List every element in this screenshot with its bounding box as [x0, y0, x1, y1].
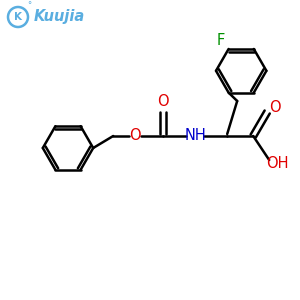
Text: F: F	[217, 34, 225, 49]
Text: K: K	[14, 12, 22, 22]
Text: NH: NH	[184, 128, 206, 143]
Text: OH: OH	[266, 157, 289, 172]
Text: °: °	[27, 2, 31, 10]
Text: O: O	[158, 94, 169, 110]
Text: Kuujia: Kuujia	[34, 10, 85, 25]
Text: O: O	[129, 128, 141, 143]
Text: O: O	[269, 100, 281, 116]
